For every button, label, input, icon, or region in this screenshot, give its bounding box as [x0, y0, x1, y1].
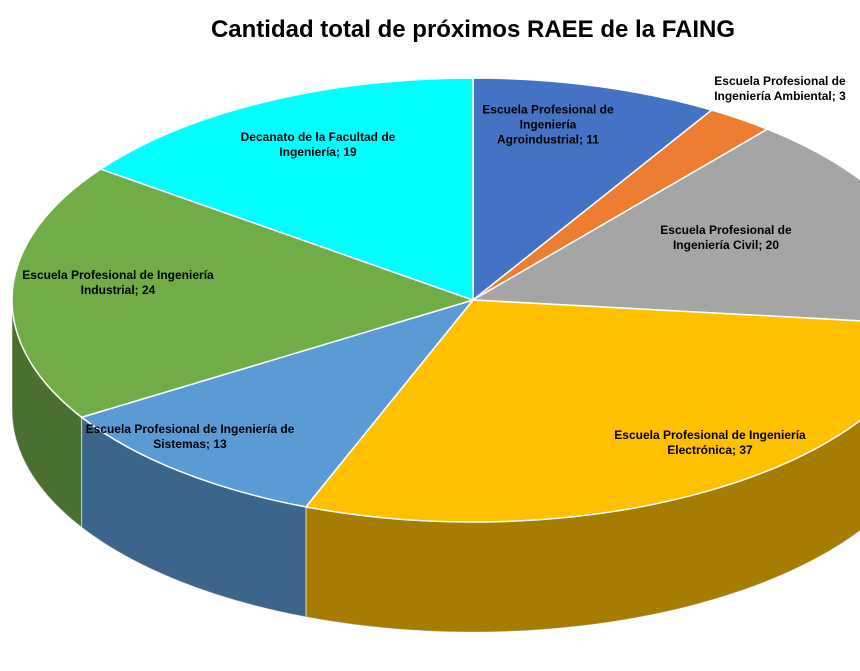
label-separator: ; [335, 145, 344, 159]
label-value: 11 [586, 132, 600, 147]
data-label: Escuela Profesional de Ingeniería Indust… [21, 268, 216, 298]
data-label: Escuela Profesional de Ingeniería Ambien… [695, 74, 860, 104]
data-label: Escuela Profesional de Ingeniería Agroin… [478, 103, 618, 148]
data-label: Escuela Profesional de Ingeniería de Sis… [85, 422, 295, 452]
slice [472, 77, 714, 302]
chart-title: Cantidad total de próximos RAEE de la FA… [210, 16, 736, 43]
slice [79, 298, 476, 508]
label-separator: ; [831, 89, 840, 103]
label-category: Escuela Profesional de Ingeniería de Sis… [85, 422, 295, 451]
slice [99, 77, 474, 302]
label-separator: ; [578, 132, 587, 147]
data-label: Escuela Profesional de Ingeniería Electr… [610, 428, 810, 458]
label-separator: ; [206, 437, 214, 451]
label-value: 13 [213, 437, 227, 451]
data-label: Decanato de la Facultad de Ingeniería; 1… [216, 130, 421, 160]
slice-side-shade [12, 300, 82, 528]
data-label: Escuela Profesional de Ingeniería Civil;… [641, 223, 811, 253]
slice-side-shade [305, 420, 860, 632]
label-value: 19 [343, 145, 357, 159]
label-separator: ; [758, 238, 766, 252]
label-value: 3 [839, 89, 846, 103]
slice [11, 168, 476, 419]
label-category: Escuela Profesional de Ingeniería Indust… [22, 268, 214, 297]
label-separator: ; [732, 443, 740, 457]
label-value: 24 [142, 283, 156, 297]
label-value: 20 [765, 238, 780, 252]
label-value: 37 [739, 443, 753, 457]
label-category: Escuela Profesional de Ingeniería Electr… [614, 428, 806, 457]
label-category: Escuela Profesional de Ingeniería Civil [660, 223, 792, 252]
slice-side-shade [81, 417, 306, 617]
label-category: Escuela Profesional de Ingeniería Ambien… [714, 74, 846, 103]
label-category: Decanato de la Facultad de Ingeniería [240, 130, 396, 159]
slice [470, 128, 860, 322]
label-separator: ; [134, 283, 142, 297]
slice [304, 299, 860, 523]
label-category: Escuela Profesional de Ingeniería Agroin… [482, 102, 614, 147]
